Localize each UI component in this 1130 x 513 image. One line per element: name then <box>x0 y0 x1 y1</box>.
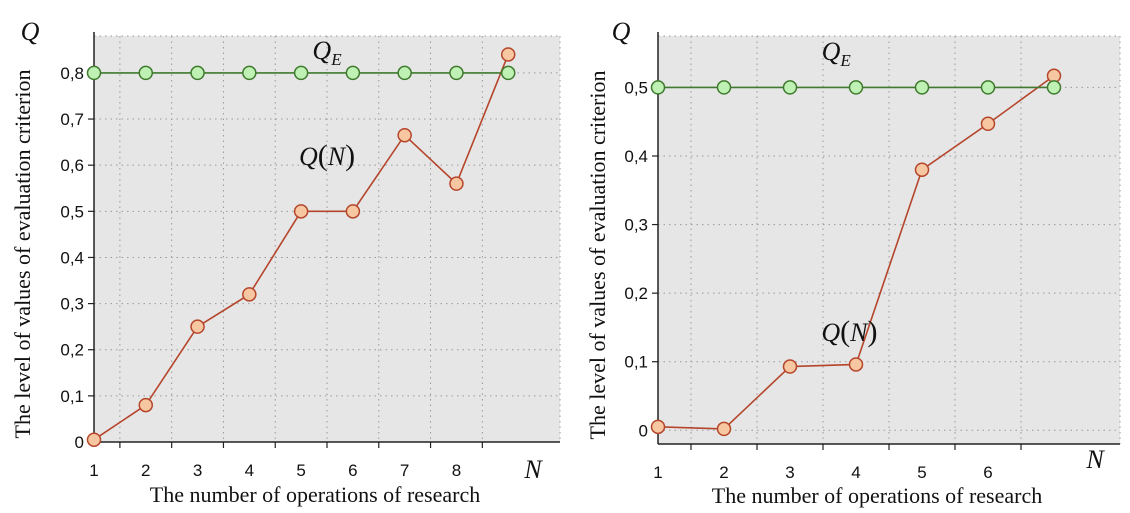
x-tick-label: 6 <box>348 461 357 480</box>
x-tick-label: 3 <box>785 463 794 482</box>
series-label: Q(N) <box>821 315 877 348</box>
y-tick-label: 0,2 <box>60 341 84 360</box>
data-point <box>1046 80 1062 95</box>
y-tick-label: 0,7 <box>60 110 84 129</box>
plot-area <box>94 36 560 442</box>
chart-1: 0 0,1 0,2 0,3 0,4 0,5 0,6 0,7 0,8 1 2 3 4 5 6 7 8 Q N The l… <box>10 17 561 507</box>
y-axis-label: The level of values of evaluation criter… <box>585 71 610 440</box>
x-tick-label: 2 <box>141 461 150 480</box>
chart-2: 0 0,1 0,2 0,3 0,4 0,5 1 2 3 4 5 6 Q N The level of val… <box>585 17 1121 508</box>
data-point <box>500 65 516 81</box>
data-point <box>848 357 864 372</box>
data-point <box>980 80 996 95</box>
data-point <box>345 65 361 81</box>
data-point <box>914 162 930 177</box>
data-point <box>782 80 798 95</box>
x-axis-symbol: N <box>523 455 543 484</box>
x-tick-label: 4 <box>245 461 254 480</box>
y-tick-label: 0,4 <box>60 248 84 267</box>
y-tick-label: 0,5 <box>624 78 648 97</box>
x-axis-label: The number of operations of research <box>712 483 1042 508</box>
x-tick-label: 5 <box>917 463 926 482</box>
data-point <box>242 287 257 302</box>
x-tick-label: 6 <box>983 463 992 482</box>
y-tick-label: 0,2 <box>624 284 648 303</box>
data-point <box>293 65 309 81</box>
data-point <box>397 127 412 143</box>
data-point <box>716 421 732 437</box>
y-tick-label: 0 <box>639 421 648 440</box>
y-tick-label: 0,1 <box>624 353 648 372</box>
x-tick-label: 5 <box>296 461 305 480</box>
data-point <box>345 204 361 219</box>
data-point <box>190 319 205 334</box>
data-point <box>980 116 996 132</box>
data-point <box>650 419 666 435</box>
y-tick-label: 0,8 <box>60 64 84 83</box>
data-point <box>190 65 205 81</box>
series-label: Q(N) <box>299 139 355 172</box>
data-point <box>242 65 257 81</box>
data-point <box>397 65 412 81</box>
data-point <box>650 80 666 95</box>
data-point <box>449 176 464 191</box>
y-tick-label: 0,4 <box>624 147 648 166</box>
data-point <box>138 397 154 413</box>
x-tick-label: 2 <box>719 463 728 482</box>
y-axis-symbol: Q <box>21 17 40 46</box>
x-axis-label: The number of operations of research <box>150 482 480 507</box>
data-point <box>293 204 309 219</box>
data-point <box>716 80 732 95</box>
x-tick-label: 7 <box>400 461 409 480</box>
data-point <box>86 432 102 447</box>
series-label: QE <box>312 36 342 69</box>
x-tick-label: 3 <box>193 461 202 480</box>
y-tick-label: 0 <box>75 433 84 452</box>
series-label: QE <box>822 37 852 70</box>
data-point <box>138 65 154 81</box>
y-tick-label: 0,1 <box>60 387 84 406</box>
x-axis-symbol: N <box>1085 445 1105 474</box>
y-axis-symbol: Q <box>612 17 631 46</box>
data-point <box>86 65 102 81</box>
x-tick-label: 4 <box>851 463 860 482</box>
y-tick-label: 0,6 <box>60 156 84 175</box>
data-point <box>914 80 930 95</box>
x-tick-label: 1 <box>89 461 98 480</box>
data-point <box>449 65 464 81</box>
x-tick-label: 1 <box>653 463 662 482</box>
data-point <box>782 359 798 374</box>
y-tick-label: 0,3 <box>60 295 84 314</box>
data-point <box>848 80 864 95</box>
y-tick-label: 0,3 <box>624 216 648 235</box>
y-axis-label: The level of values of evaluation criter… <box>10 70 35 439</box>
y-tick-label: 0,5 <box>60 202 84 221</box>
x-tick-label: 8 <box>452 461 461 480</box>
data-point <box>500 47 516 62</box>
